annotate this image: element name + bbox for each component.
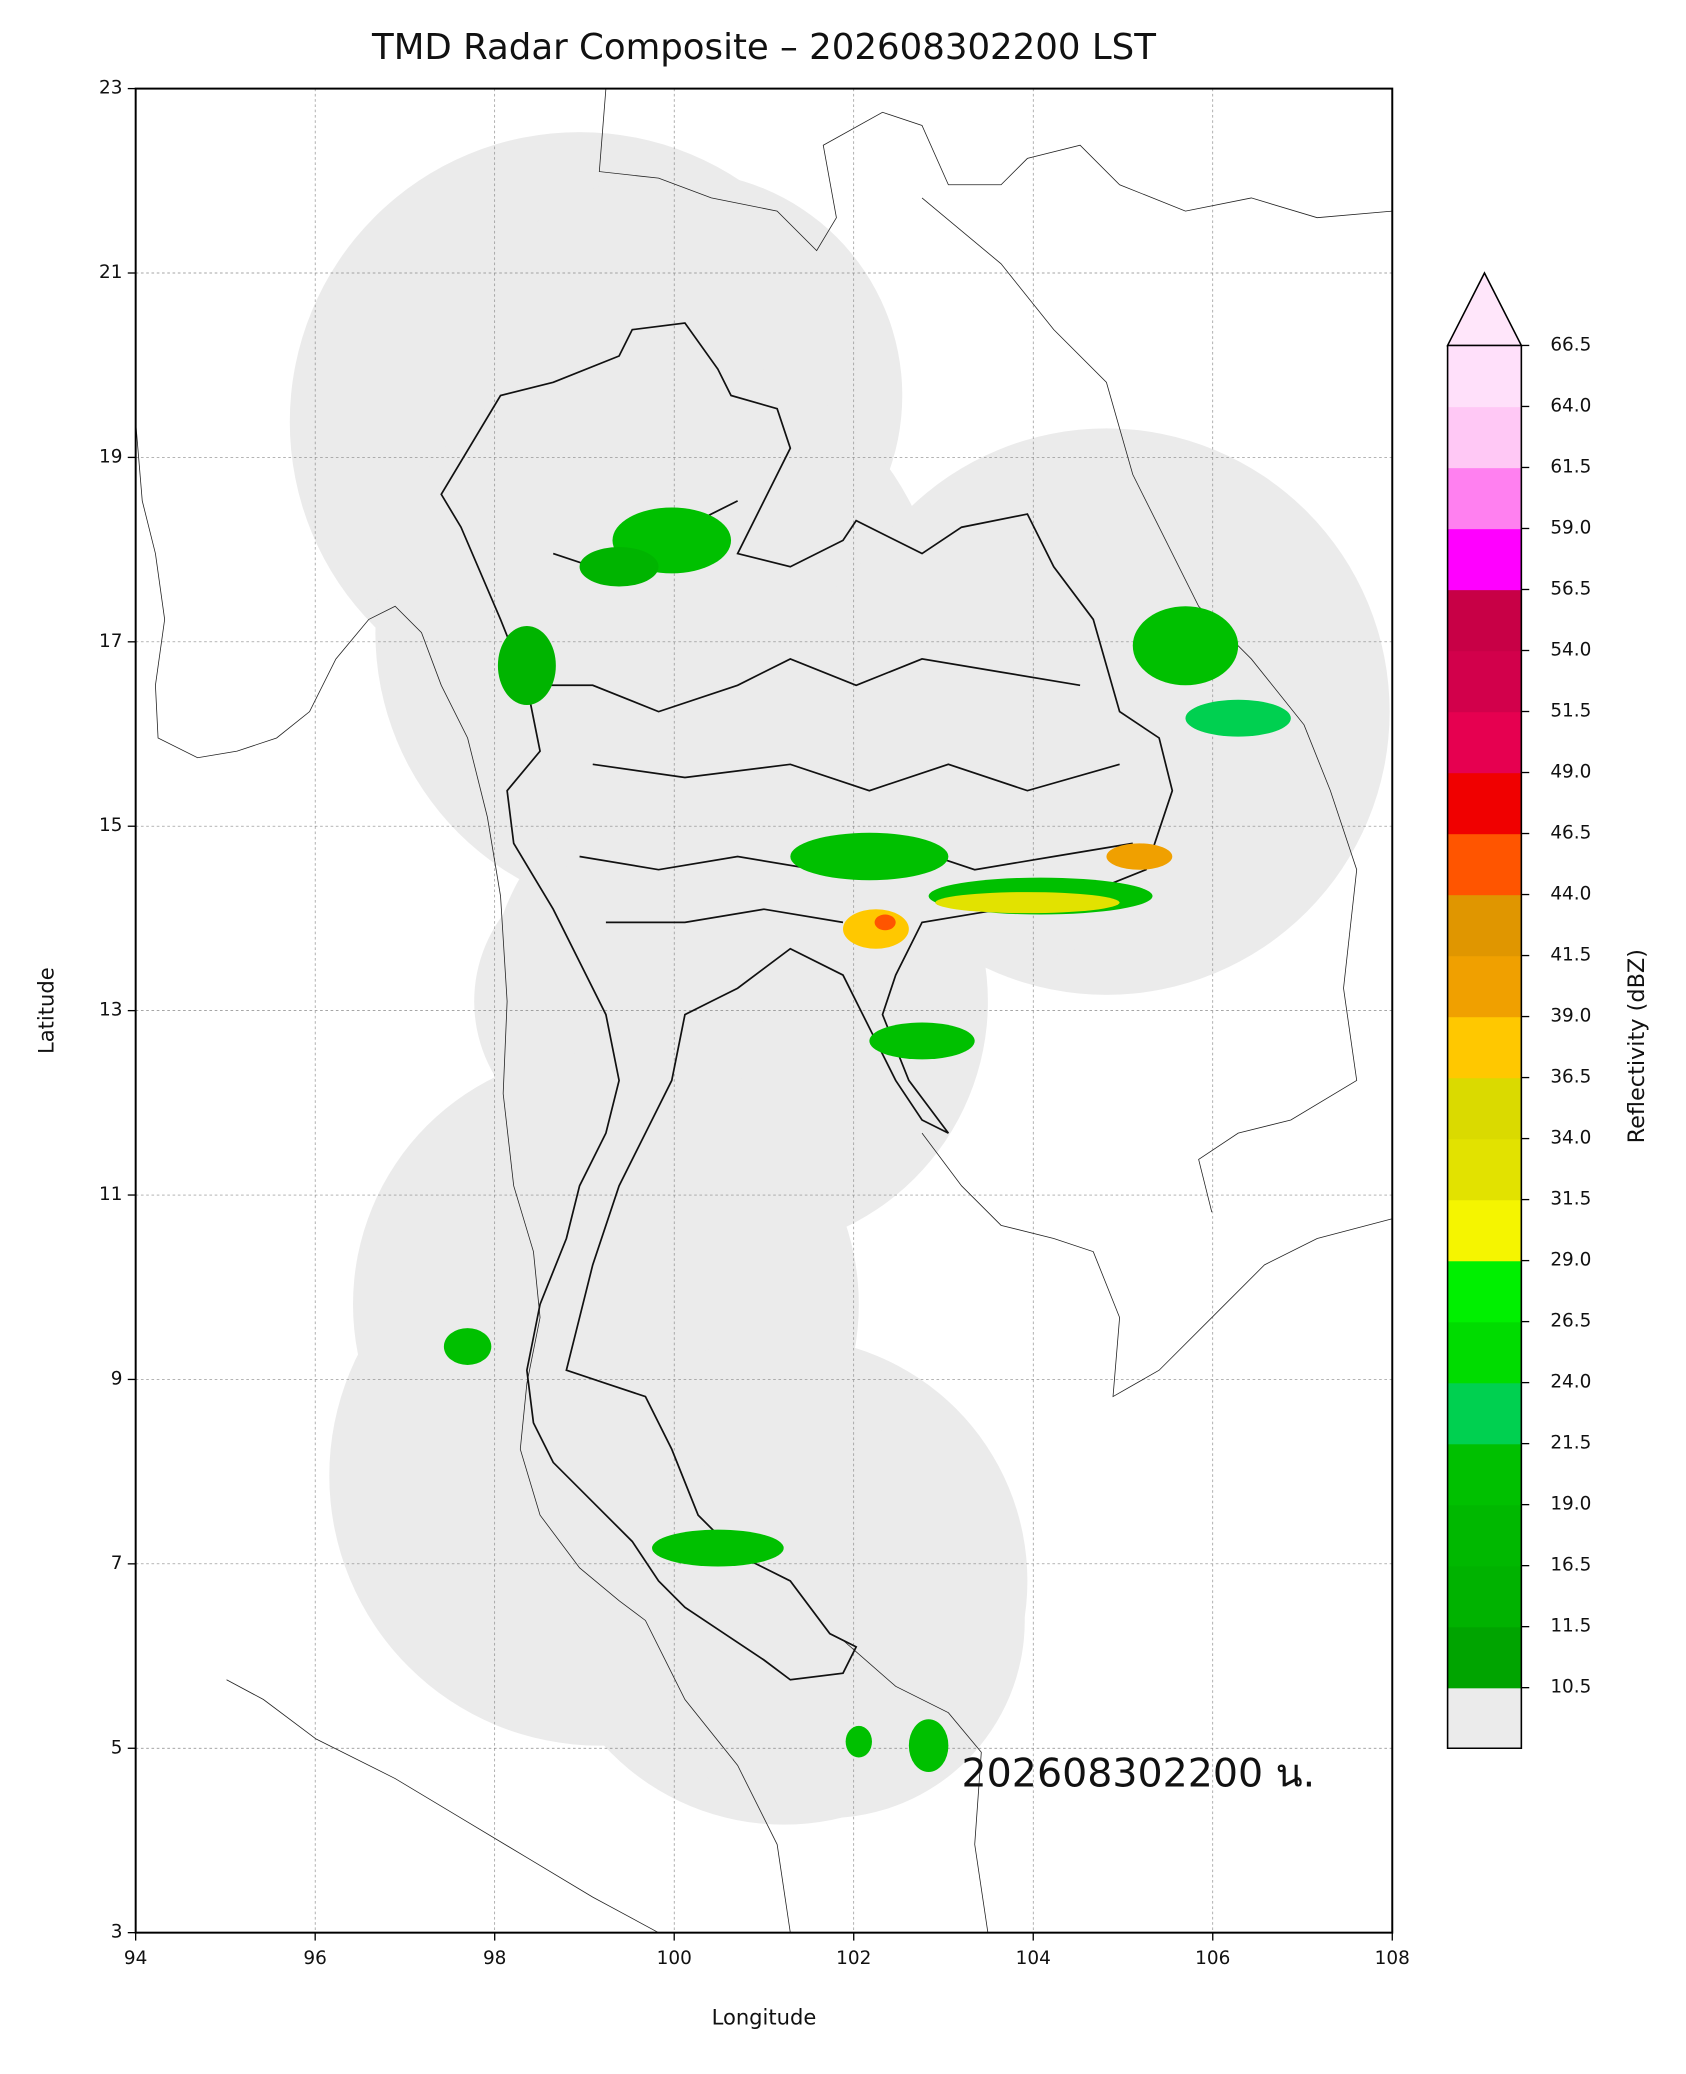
echo [790, 832, 949, 881]
colorbar-under [1447, 1687, 1522, 1749]
y-tick-label: 9 [111, 1368, 123, 1389]
colorbar-tick-label: 41.5 [1550, 945, 1591, 966]
x-tick-label: 100 [657, 1948, 692, 1969]
echo [1185, 699, 1291, 737]
echo [1132, 606, 1239, 686]
colorbar-tick-label: 64.0 [1550, 395, 1591, 416]
colorbar-tick-label: 19.0 [1550, 1494, 1591, 1515]
colorbar-tick-label: 11.5 [1550, 1616, 1591, 1637]
colorbar-band [1447, 1199, 1522, 1262]
colorbar-tick-label: 61.5 [1550, 456, 1591, 477]
colorbar-band [1447, 1016, 1522, 1079]
y-tick-label: 15 [99, 815, 122, 836]
colorbar-band [1447, 894, 1522, 957]
radar-echoes [443, 507, 1291, 1772]
y-tick-label: 23 [99, 78, 122, 99]
echo [874, 914, 896, 931]
colorbar-band [1447, 406, 1522, 469]
colorbar-tick-label: 36.5 [1550, 1067, 1591, 1088]
y-tick-label: 13 [99, 1000, 122, 1021]
y-tick-label: 17 [99, 631, 122, 652]
x-tick-label: 94 [124, 1948, 147, 1969]
colorbar-band [1447, 1626, 1522, 1689]
x-tick-label: 106 [1195, 1948, 1230, 1969]
coastline [921, 1132, 1393, 1398]
colorbar-band [1447, 772, 1522, 835]
echo [843, 909, 909, 949]
colorbar-tick-label: 16.5 [1550, 1555, 1591, 1576]
colorbar-tick-label: 39.0 [1550, 1006, 1591, 1027]
colorbar-tick-label: 51.5 [1550, 701, 1591, 722]
colorbar-band [1447, 528, 1522, 591]
colorbar-tick-label: 21.5 [1550, 1433, 1591, 1454]
echo [652, 1529, 784, 1567]
y-tick-label: 19 [99, 446, 122, 467]
geography [135, 88, 1393, 1933]
x-tick-label: 104 [1016, 1948, 1051, 1969]
colorbar-band [1447, 1382, 1522, 1445]
y-tick-label: 21 [99, 262, 122, 283]
colorbar-band [1447, 1565, 1522, 1628]
colorbar-band [1447, 1504, 1522, 1567]
echo [908, 1719, 949, 1772]
chart-title: TMD Radar Composite – 202608302200 LST [371, 27, 1156, 68]
colorbar-tick-label: 46.5 [1550, 823, 1591, 844]
colorbar-band [1447, 1138, 1522, 1201]
y-tick-label: 5 [111, 1737, 123, 1758]
colorbar-tick-label: 59.0 [1550, 517, 1591, 538]
colorbar-tick-label: 66.5 [1550, 334, 1591, 355]
x-tick-label: 96 [303, 1948, 326, 1969]
colorbar-extend [1446, 271, 1523, 347]
colorbar-tick-label: 56.5 [1550, 578, 1591, 599]
x-tick-label: 98 [483, 1948, 506, 1969]
colorbar-tick-label: 44.0 [1550, 884, 1591, 905]
axes-frame [134, 87, 1394, 1934]
colorbar-band [1447, 345, 1522, 408]
colorbar-tick-label: 29.0 [1550, 1250, 1591, 1271]
colorbar-band [1447, 833, 1522, 896]
colorbar-label: Reflectivity (dBZ) [1624, 949, 1650, 1143]
colorbar-band [1447, 467, 1522, 530]
x-tick-label: 108 [1375, 1948, 1410, 1969]
y-axis-label: Latitude [33, 967, 58, 1054]
colorbar-tick-label: 26.5 [1550, 1311, 1591, 1332]
colorbar-tick-label: 24.0 [1550, 1372, 1591, 1393]
colorbar-tick-label: 10.5 [1550, 1677, 1591, 1698]
coastline [226, 1679, 659, 1933]
colorbar-band [1447, 1443, 1522, 1506]
colorbar-frame [1446, 345, 1523, 1750]
colorbar-band [1447, 711, 1522, 774]
colorbar-tick-label: 54.0 [1550, 640, 1591, 661]
colorbar-band [1447, 1321, 1522, 1384]
colorbar-band [1447, 955, 1522, 1018]
colorbar-band [1447, 1077, 1522, 1140]
colorbar-band [1447, 589, 1522, 652]
coastline [135, 421, 791, 1933]
country-outline [440, 322, 1174, 1681]
echo [935, 892, 1120, 914]
echo [1106, 843, 1173, 870]
x-tick-label: 102 [836, 1948, 871, 1969]
echo [443, 1328, 492, 1365]
x-axis-label: Longitude [712, 2004, 817, 2029]
echo [845, 1725, 872, 1758]
colorbar-tick-label: 31.5 [1550, 1189, 1591, 1210]
annotation: 202608302200 น. [962, 1750, 1316, 1796]
y-tick-label: 11 [99, 1184, 122, 1205]
border [921, 197, 1358, 1213]
echo [497, 626, 556, 706]
echo [579, 546, 659, 587]
coastline [842, 1639, 989, 1933]
border [598, 88, 1393, 252]
echo [869, 1022, 975, 1060]
colorbar-tick-label: 34.0 [1550, 1128, 1591, 1149]
colorbar-band [1447, 650, 1522, 713]
y-tick-label: 3 [111, 1922, 123, 1943]
y-tick-label: 7 [111, 1553, 123, 1574]
colorbar-band [1447, 1260, 1522, 1323]
colorbar-tick-label: 49.0 [1550, 762, 1591, 783]
